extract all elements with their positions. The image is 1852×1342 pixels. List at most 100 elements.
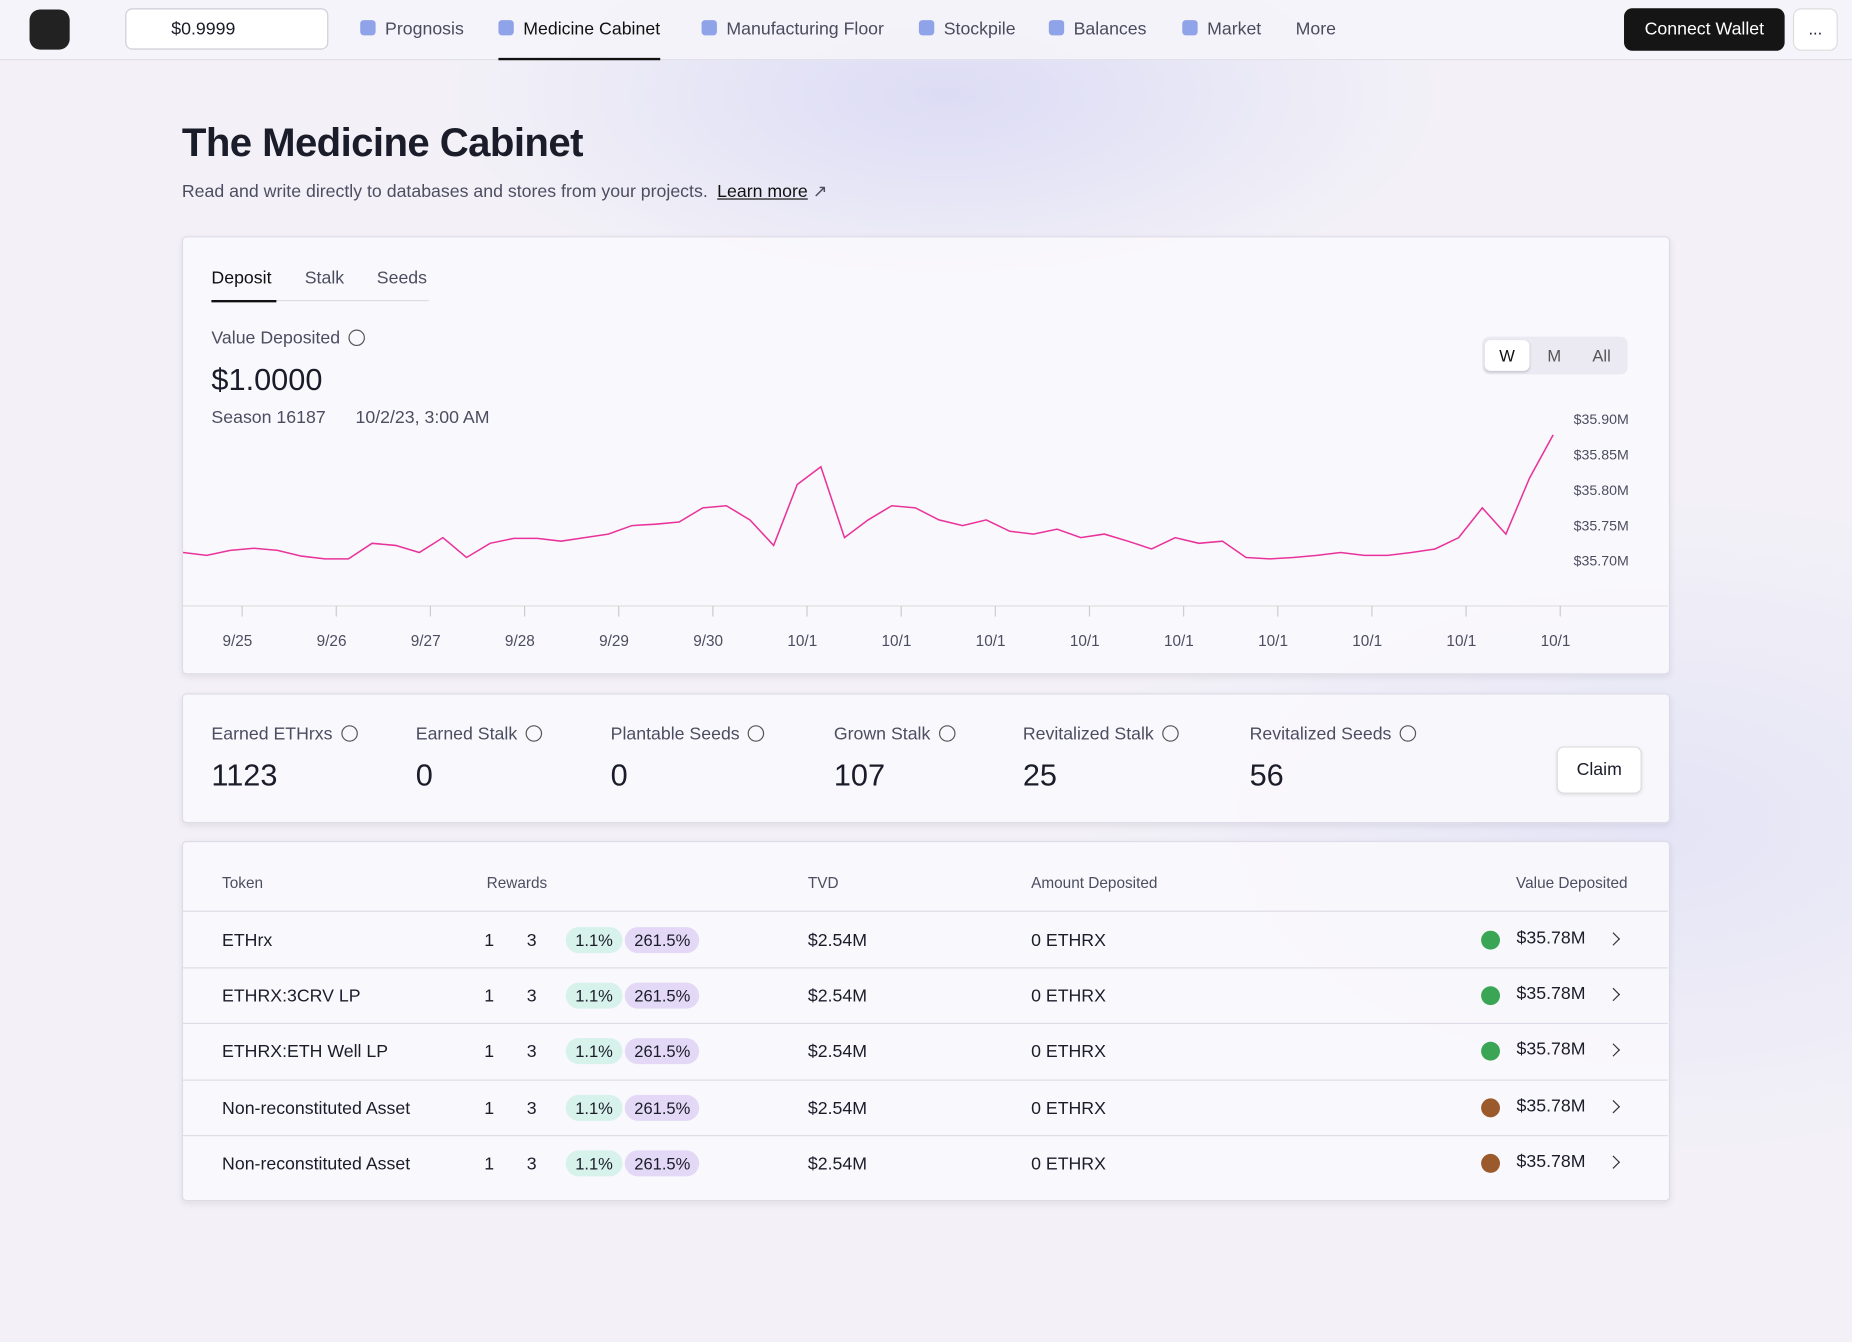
stat-label-text: Revitalized Stalk	[1022, 724, 1154, 745]
stat-label-text: Grown Stalk	[833, 724, 931, 745]
row-divider	[181, 967, 1668, 969]
x-tick-label: 10/1	[787, 633, 817, 650]
row-divider	[181, 1023, 1668, 1025]
nav-item[interactable]: Medicine Cabinet	[498, 18, 661, 61]
nav-item[interactable]: Prognosis	[360, 19, 464, 39]
x-tick-label: 9/25	[222, 633, 252, 650]
value-deposited: $35.78M	[1516, 928, 1586, 949]
token-icon	[1481, 1153, 1500, 1173]
page-title: The Medicine Cabinet	[181, 120, 584, 166]
nav-item[interactable]: Stockpile	[918, 18, 1016, 39]
apy-pill: 261.5%	[624, 982, 700, 1009]
token-name: ETHRX:ETH Well LP	[222, 1042, 389, 1063]
nav-label: Stockpile	[943, 18, 1016, 39]
tvd: $2.54M	[807, 1097, 867, 1119]
column-header: Amount Deposited	[1031, 874, 1158, 892]
subtitle-text: Read and write directly to databases and…	[181, 181, 708, 202]
value-deposited: $35.78M	[1516, 1039, 1586, 1060]
stat-label: Plantable Seeds	[611, 724, 765, 744]
info-icon	[1162, 725, 1179, 742]
y-tick-label: $35.70M	[1574, 554, 1629, 570]
column-header: Value Deposited	[1516, 874, 1628, 892]
stat-label-text: Earned ETHrxs	[211, 724, 333, 745]
column-header: Token	[222, 874, 264, 892]
stat-value: 0	[415, 757, 433, 793]
table-card	[181, 840, 1671, 1202]
range-option[interactable]: M	[1547, 346, 1562, 365]
y-tick-label: $35.90M	[1574, 412, 1629, 428]
token-name: Non-reconstituted Asset	[222, 1097, 411, 1119]
connect-button[interactable]: Connect Wallet	[1624, 8, 1785, 51]
reward: 1	[484, 1153, 495, 1174]
tvd: $2.54M	[807, 1042, 867, 1063]
stat-label: Grown Stalk	[833, 724, 956, 745]
apy-pill: 261.5%	[624, 1038, 700, 1065]
reward: 3	[526, 1097, 537, 1119]
x-tick-label: 9/28	[505, 633, 535, 650]
season: Season 16187	[211, 407, 326, 428]
logo[interactable]	[29, 9, 70, 50]
range-option[interactable]: W	[1484, 340, 1530, 371]
reward: 3	[526, 930, 537, 951]
nav-icon	[1048, 20, 1065, 36]
range-option[interactable]: All	[1592, 346, 1611, 365]
tab[interactable]: Deposit	[211, 268, 272, 289]
claim-button[interactable]: Claim	[1556, 746, 1642, 794]
x-tick-label: 10/1	[1352, 633, 1382, 650]
learn-more[interactable]: Learn more	[717, 181, 808, 202]
header-divider	[181, 910, 1668, 912]
reward: 1	[484, 986, 495, 1007]
apy-pill: 261.5%	[624, 927, 700, 954]
nav-label: Medicine Cabinet	[523, 18, 661, 39]
reward: 3	[526, 1153, 537, 1174]
stat-label-text: Plantable Seeds	[610, 724, 740, 745]
reward: 1	[484, 930, 495, 951]
amount: 0 ETHRX	[1031, 1097, 1106, 1119]
amount: 0 ETHRX	[1031, 1153, 1106, 1174]
reward: 3	[526, 1042, 537, 1063]
reward: 1	[484, 1042, 495, 1063]
value-deposited: $35.78M	[1516, 1151, 1586, 1172]
stat-label-text: Earned Stalk	[415, 724, 518, 745]
tvd: $2.54M	[807, 986, 867, 1007]
nav-icon	[1182, 20, 1198, 36]
menu-button[interactable]: ...	[1792, 8, 1838, 51]
nav-label: Manufacturing Floor	[726, 18, 884, 39]
active-underline	[498, 57, 661, 61]
nav-icon	[701, 20, 717, 36]
apy-pill: 1.1%	[565, 1094, 623, 1121]
x-tick-label: 10/1	[976, 633, 1006, 650]
apy-pill: 261.5%	[624, 1094, 700, 1121]
nav-label: Balances	[1073, 18, 1147, 39]
metric-value: $1.0000	[211, 361, 323, 397]
metric-label: Value Deposited	[211, 328, 365, 348]
info-icon	[1399, 725, 1417, 742]
x-tick-label: 10/1	[882, 633, 912, 650]
tab[interactable]: Seeds	[376, 268, 428, 289]
stat-label: Revitalized Stalk	[1023, 724, 1179, 744]
x-tick-label: 9/30	[693, 633, 723, 650]
nav-icon	[918, 20, 935, 36]
nav-item[interactable]: Manufacturing Floor	[701, 18, 884, 39]
tab[interactable]: Stalk	[304, 268, 345, 289]
stat-label: Revitalized Seeds	[1250, 724, 1417, 744]
x-tick-label: 10/1	[1070, 633, 1100, 650]
nav-item[interactable]: Balances	[1048, 18, 1147, 39]
reward: 3	[526, 986, 537, 1007]
x-tick-label: 9/27	[411, 633, 441, 650]
nav-item[interactable]: Market	[1182, 19, 1261, 39]
tab-active	[211, 299, 277, 303]
nav-more[interactable]: More	[1295, 18, 1337, 39]
row-divider	[181, 1134, 1668, 1136]
stat-value: 56	[1249, 757, 1284, 793]
token-name: ETHRX:3CRV LP	[222, 986, 361, 1007]
price-select[interactable]: $0.9999	[125, 8, 329, 50]
x-tick-label: 10/1	[1258, 633, 1288, 650]
apy-pill: 1.1%	[565, 927, 623, 954]
stat-label: Earned ETHrxs	[211, 724, 358, 745]
stat-label: Earned Stalk	[416, 724, 542, 744]
info-icon	[938, 725, 956, 742]
line-series	[182, 434, 1554, 560]
